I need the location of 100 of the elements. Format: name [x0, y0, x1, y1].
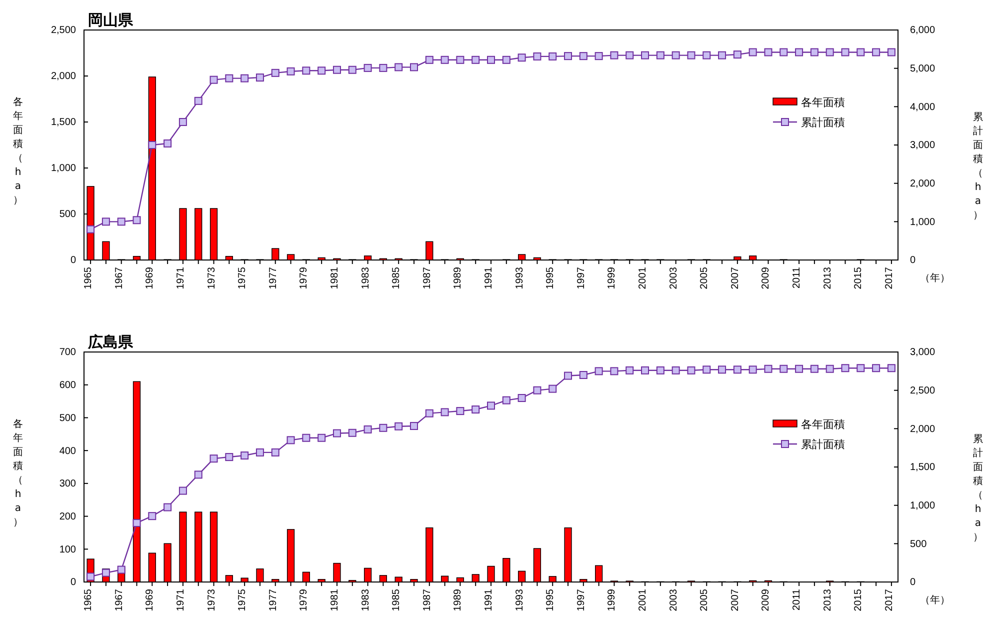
point: [610, 367, 618, 376]
point: [872, 48, 880, 56]
x-tick-label: 2007: [730, 266, 741, 290]
bar: [440, 576, 449, 582]
x-tick-label: 1985: [391, 266, 402, 290]
x-tick-label: 1987: [422, 266, 433, 290]
legend-label: 各年面積: [801, 418, 845, 431]
x-tick-label: 1989: [452, 266, 464, 290]
bar: [132, 256, 141, 260]
x-tick-label: 1969: [144, 588, 156, 612]
point: [826, 48, 834, 56]
point: [826, 364, 834, 373]
x-tick-label: 1979: [298, 266, 310, 290]
y2-tick-label: 2,500: [910, 386, 936, 397]
point: [456, 407, 464, 416]
chart-title: 岡山県: [88, 11, 134, 29]
point: [410, 63, 418, 72]
point: [286, 67, 295, 76]
bar: [210, 208, 218, 260]
point: [564, 372, 572, 380]
bar: [364, 256, 372, 260]
point: [348, 66, 356, 74]
x-tick-label: 1985: [391, 588, 402, 612]
y-tick-label: 0: [70, 255, 76, 266]
point: [318, 434, 326, 442]
bar: [502, 558, 510, 582]
point: [410, 422, 418, 430]
bar: [364, 568, 372, 582]
point: [672, 366, 680, 374]
y-tick-label: 400: [59, 446, 76, 457]
point: [533, 386, 542, 394]
y2-tick-label: 6,000: [910, 25, 936, 36]
point: [856, 364, 865, 372]
point: [518, 54, 526, 62]
point: [856, 48, 865, 56]
point: [702, 51, 711, 60]
y2-tick-label: 2,000: [910, 424, 936, 435]
point: [256, 448, 264, 456]
x-tick-label: 1999: [606, 266, 618, 290]
legend-label: 累計面積: [801, 116, 845, 129]
point: [379, 64, 388, 72]
y2-tick-label: 1,000: [910, 216, 936, 228]
point: [318, 66, 326, 75]
y-tick-label: 600: [59, 380, 76, 392]
bar: [272, 579, 280, 582]
y2-tick-label: 3,000: [910, 347, 936, 358]
point: [102, 218, 110, 226]
point: [148, 141, 156, 149]
x-tick-label: 1971: [175, 588, 186, 612]
y2-axis-title: 累計面積（ha）: [973, 112, 983, 221]
point: [472, 56, 480, 64]
point: [364, 425, 372, 434]
x-tick-label: 1969: [144, 266, 156, 290]
x-tick-label: 2007: [730, 588, 741, 612]
y-tick-label: 2,000: [50, 71, 76, 82]
bar: [179, 208, 187, 260]
point: [178, 486, 187, 495]
point: [194, 96, 202, 105]
bar: [286, 254, 295, 260]
point: [841, 48, 850, 56]
x-tick-label: 1967: [114, 588, 125, 612]
y2-tick-label: 3,000: [910, 140, 936, 152]
point: [225, 453, 234, 462]
bar: [272, 248, 280, 260]
point: [364, 64, 372, 72]
point: [240, 74, 249, 82]
point: [240, 452, 249, 460]
y-tick-label: 1,500: [50, 117, 76, 128]
x-tick-label: 1983: [360, 266, 372, 290]
point: [810, 48, 818, 56]
bar: [164, 543, 172, 582]
point: [225, 74, 234, 82]
point: [533, 52, 542, 60]
point: [86, 572, 95, 581]
point: [132, 518, 141, 527]
point: [379, 424, 388, 432]
x-tick-label: 2005: [699, 266, 710, 290]
point: [780, 48, 788, 56]
x-tick-label: 1991: [484, 588, 494, 612]
x-tick-label: 2009: [760, 266, 772, 290]
x-tick-label: 1999: [606, 588, 618, 612]
point: [210, 76, 218, 84]
bar: [194, 208, 202, 260]
bar: [564, 527, 572, 582]
point: [594, 52, 603, 60]
x-tick-label: 1997: [576, 588, 587, 612]
legend-label: 累計面積: [801, 438, 845, 451]
point: [332, 429, 341, 438]
point: [641, 366, 650, 374]
point: [102, 568, 110, 577]
x-tick-label: 1967: [114, 266, 125, 290]
bar: [394, 576, 402, 582]
x-tick-label: 1965: [83, 588, 94, 612]
point: [425, 409, 434, 418]
point: [178, 118, 187, 126]
point: [764, 364, 772, 373]
y-tick-label: 2,500: [50, 25, 76, 36]
y-tick-label: 700: [59, 347, 76, 358]
x-tick-label: 1971: [175, 266, 186, 290]
point: [271, 448, 280, 456]
